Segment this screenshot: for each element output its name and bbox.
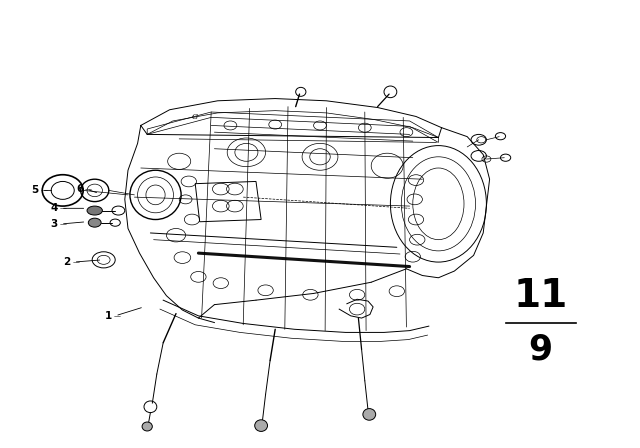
Text: —: — (85, 186, 92, 192)
Text: G: G (192, 113, 198, 121)
Text: —: — (60, 205, 67, 211)
Text: 2: 2 (63, 257, 70, 267)
Ellipse shape (255, 420, 268, 431)
Ellipse shape (88, 218, 101, 227)
Text: —: — (40, 187, 47, 194)
Text: 11: 11 (514, 277, 568, 314)
Text: —: — (114, 313, 121, 319)
Ellipse shape (363, 409, 376, 420)
Text: 4: 4 (50, 203, 58, 213)
Text: 9: 9 (529, 332, 553, 366)
Text: —: — (72, 259, 79, 265)
Ellipse shape (87, 206, 102, 215)
Text: 3: 3 (51, 219, 58, 229)
Ellipse shape (142, 422, 152, 431)
Text: 5: 5 (31, 185, 38, 195)
Text: —: — (60, 221, 67, 227)
Text: 1: 1 (105, 311, 112, 321)
Text: 6: 6 (76, 184, 83, 194)
